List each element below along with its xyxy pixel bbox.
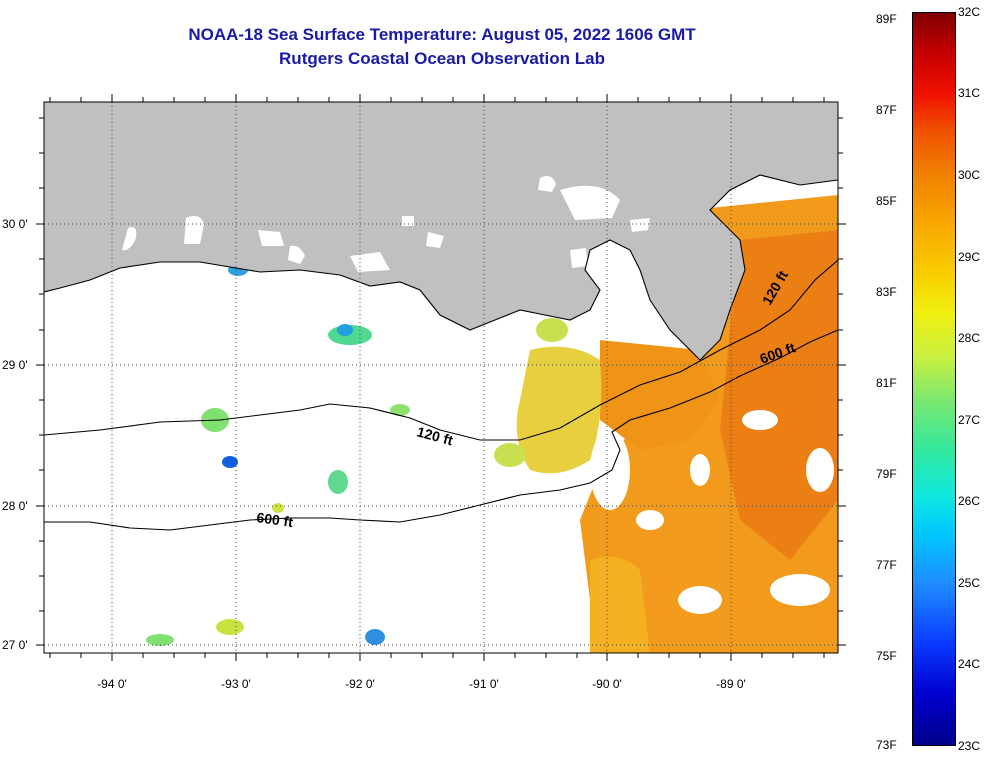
colorbar-label-c: 30C — [958, 168, 981, 182]
lon-label: -89 0' — [716, 677, 746, 691]
lon-label: -91 0' — [469, 677, 499, 691]
land-coastline — [44, 102, 838, 360]
colorbar-label-f: 81F — [876, 376, 897, 390]
bathymetry-contours — [44, 174, 838, 531]
lat-label: 28 0' — [2, 499, 28, 513]
contour-120ft — [44, 259, 838, 441]
coast-line-stroke — [44, 174, 838, 361]
colorbar-label-c: 29C — [958, 250, 981, 264]
lat-label: 30 0' — [2, 217, 28, 231]
colorbar-label-c: 28C — [958, 331, 981, 345]
map-frame — [43, 101, 839, 654]
graticule-grid — [44, 102, 838, 653]
lon-label: -94 0' — [97, 677, 127, 691]
map-subtitle: Rutgers Coastal Ocean Observation Lab — [279, 49, 605, 68]
lon-label: -92 0' — [345, 677, 375, 691]
colorbar-label-c: 27C — [958, 413, 981, 427]
colorbar-label-f: 83F — [876, 285, 897, 299]
colorbar-label-f: 75F — [876, 649, 897, 663]
colorbar-label-f: 87F — [876, 103, 897, 117]
colorbar-label-c: 25C — [958, 576, 981, 590]
contour-600ft — [44, 329, 838, 531]
colorbar-label-c: 26C — [958, 494, 981, 508]
lat-label: 27 0' — [2, 638, 28, 652]
axis-ticks — [36, 94, 846, 661]
colorbar-label-f: 89F — [876, 12, 897, 26]
map-title: NOAA-18 Sea Surface Temperature: August … — [188, 25, 696, 44]
colorbar-label-f: 85F — [876, 194, 897, 208]
colorbar-label-f: 77F — [876, 558, 897, 572]
lon-label: -93 0' — [221, 677, 251, 691]
lon-label: -90 0' — [592, 677, 622, 691]
colorbar-label-f: 73F — [876, 738, 897, 752]
colorbar-label-c: 32C — [958, 5, 981, 19]
colorbar-label-c: 31C — [958, 86, 981, 100]
sst-map: 120 ft 600 ft 600 ft 120 ft -94 0' -93 0… — [2, 94, 846, 691]
inland-lakes — [122, 176, 650, 272]
lat-label: 29 0' — [2, 358, 28, 372]
colorbar-label-f: 79F — [876, 467, 897, 481]
contour-label-600ft-west: 600 ft — [256, 509, 295, 530]
colorbar-label-c: 23C — [958, 739, 981, 753]
temperature-color-bar — [912, 12, 956, 746]
colorbar-label-c: 24C — [958, 657, 981, 671]
cloud-patches — [590, 410, 834, 614]
